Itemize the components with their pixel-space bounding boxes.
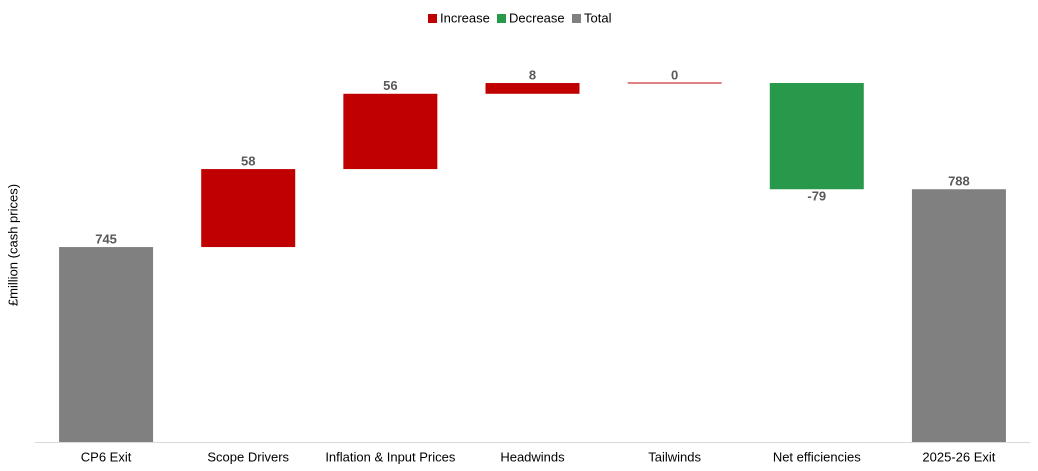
y-axis-label: £million (cash prices) — [5, 184, 20, 306]
legend-swatch — [497, 14, 506, 23]
bar — [59, 247, 154, 442]
value-label: -79 — [807, 189, 826, 204]
bar — [343, 93, 438, 170]
value-label: 58 — [241, 154, 255, 169]
value-label: 745 — [95, 231, 117, 246]
x-tick-label: Scope Drivers — [207, 449, 289, 464]
x-tick-label: 2025-26 Exit — [922, 449, 995, 464]
legend-swatch — [572, 14, 581, 23]
x-tick-label: CP6 Exit — [81, 449, 132, 464]
legend-label: Total — [584, 10, 612, 25]
bar — [769, 83, 864, 190]
bar — [485, 83, 580, 94]
value-label: 788 — [948, 174, 970, 189]
bar — [911, 189, 1006, 442]
value-label: 0 — [671, 67, 678, 82]
legend-label: Decrease — [509, 10, 565, 25]
x-tick-label: Headwinds — [500, 449, 565, 464]
bar — [201, 169, 296, 248]
legend-swatch — [428, 14, 437, 23]
legend-label: Increase — [440, 10, 490, 25]
value-label: 8 — [529, 67, 536, 82]
value-label: 56 — [383, 78, 397, 93]
x-tick-label: Tailwinds — [648, 449, 701, 464]
x-tick-label: Inflation & Input Prices — [325, 449, 456, 464]
x-tick-label: Net efficiencies — [773, 449, 861, 464]
